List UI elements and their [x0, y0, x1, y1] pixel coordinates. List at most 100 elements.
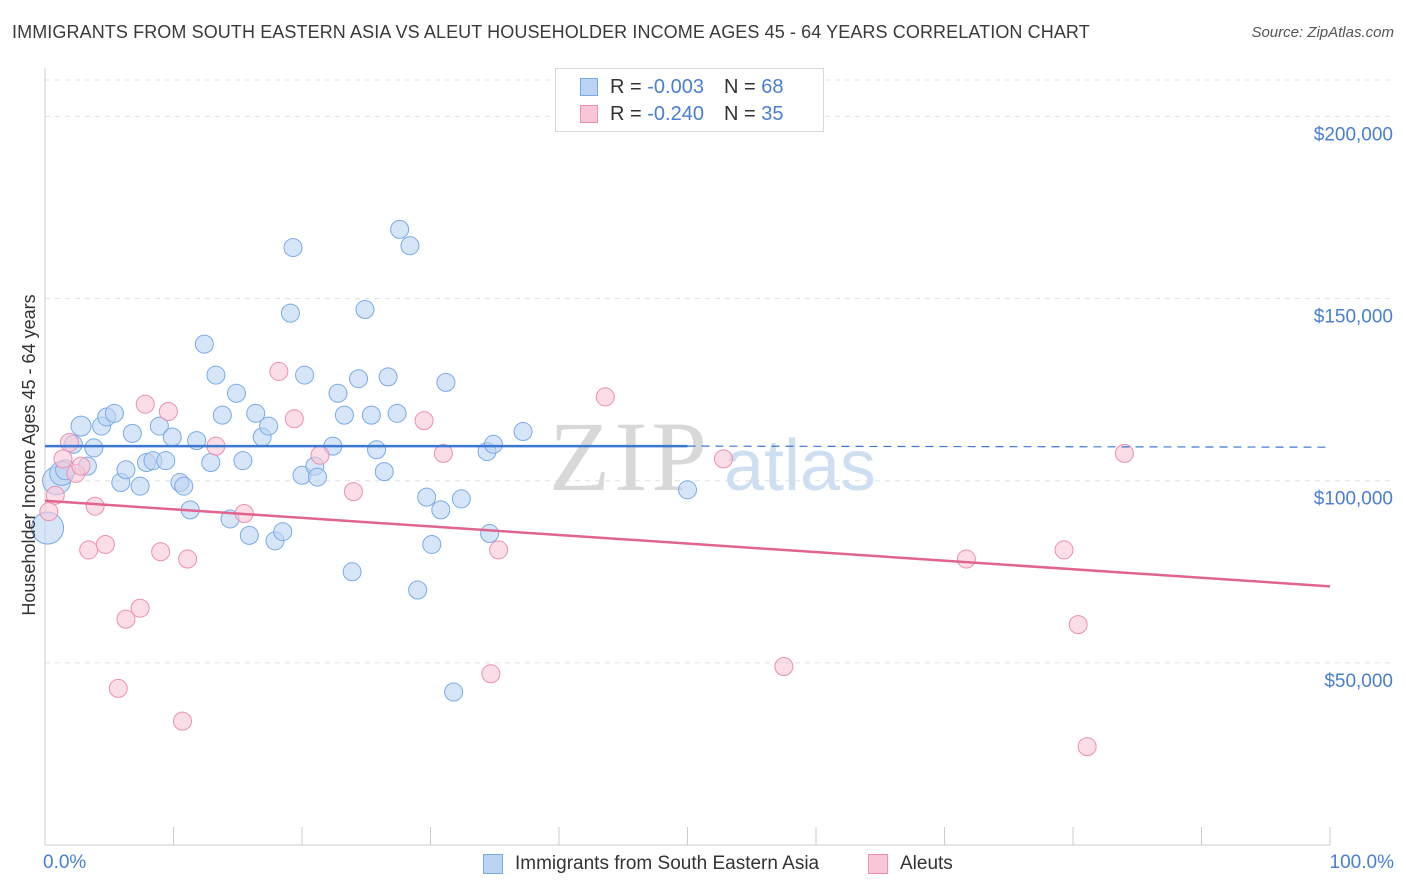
point-immigrants — [444, 682, 464, 702]
watermark-atlas: atlas — [724, 426, 876, 506]
legend-r-label: R = — [610, 75, 648, 98]
point-aleuts — [481, 664, 501, 684]
point-aleuts — [85, 496, 105, 516]
point-aleuts — [135, 394, 155, 414]
point-immigrants — [374, 462, 394, 482]
point-immigrants — [436, 372, 456, 392]
y-axis-label: Householder Income Ages 45 - 64 years — [19, 294, 39, 615]
bottom-legend-swatch-blue — [483, 854, 503, 874]
point-aleuts — [343, 482, 363, 502]
point-aleuts — [95, 534, 115, 554]
point-immigrants — [226, 383, 246, 403]
axes: $50,000 $100,000 $150,000 $200,000 — [44, 68, 1393, 846]
point-immigrants — [194, 334, 214, 354]
y-tick-label: $200,000 — [1314, 124, 1393, 145]
point-aleuts — [59, 432, 79, 452]
point-immigrants — [307, 467, 327, 487]
point-immigrants — [156, 451, 176, 471]
point-immigrants — [349, 369, 369, 389]
point-immigrants — [408, 580, 428, 600]
point-aleuts — [433, 443, 453, 463]
point-immigrants — [162, 427, 182, 447]
point-aleuts — [269, 361, 289, 381]
point-immigrants — [295, 365, 315, 385]
gridlines — [45, 79, 1395, 664]
legend: R = -0.003 N = 68 R = -0.240 N = 35 — [555, 68, 824, 132]
point-aleuts — [1054, 540, 1074, 560]
legend-r-value: -0.240 — [647, 102, 704, 125]
point-immigrants — [355, 300, 375, 319]
point-immigrants — [431, 500, 451, 520]
point-immigrants — [273, 522, 293, 542]
point-immigrants — [70, 415, 92, 437]
bottom-legend-swatch-pink — [868, 854, 888, 874]
x-axis-min-label: 0.0% — [43, 852, 87, 873]
point-aleuts — [414, 411, 434, 431]
bottom-legend-aleuts: Aleuts — [868, 852, 953, 876]
point-immigrants — [361, 405, 381, 425]
point-immigrants — [84, 438, 104, 458]
point-aleuts — [45, 485, 65, 505]
legend-n-value: 35 — [761, 102, 784, 125]
point-aleuts — [151, 542, 171, 562]
point-immigrants — [334, 405, 354, 425]
point-immigrants — [122, 423, 142, 443]
point-aleuts — [172, 711, 192, 731]
point-immigrants — [280, 303, 300, 323]
point-aleuts — [130, 598, 150, 618]
point-immigrants — [328, 383, 348, 403]
point-immigrants — [206, 365, 226, 385]
point-aleuts — [284, 409, 304, 429]
legend-swatch-pink — [580, 105, 598, 123]
x-axis-max-label: 100.0% — [1329, 852, 1394, 873]
point-immigrants — [400, 236, 420, 256]
point-aleuts — [595, 387, 615, 407]
point-immigrants — [201, 453, 221, 472]
point-immigrants — [246, 403, 266, 423]
watermark: ZIP atlas — [549, 401, 876, 512]
source-label: Source: ZipAtlas.com — [1251, 24, 1394, 41]
point-immigrants — [116, 460, 136, 480]
point-immigrants — [387, 403, 407, 423]
point-immigrants — [283, 238, 303, 258]
point-aleuts — [1068, 615, 1088, 635]
point-aleuts — [1114, 443, 1134, 463]
point-immigrants — [417, 487, 437, 507]
point-aleuts — [108, 678, 128, 698]
legend-n-label: N = — [723, 75, 762, 98]
point-immigrants — [367, 440, 387, 460]
point-immigrants — [174, 476, 194, 496]
bottom-legend-label: Immigrants from South Eastern Asia — [515, 853, 820, 874]
bottom-legend-label: Aleuts — [900, 853, 953, 874]
point-immigrants — [233, 451, 253, 471]
point-immigrants — [390, 219, 410, 239]
point-aleuts — [310, 445, 330, 465]
bottom-legend-immigrants: Immigrants from South Eastern Asia — [483, 852, 819, 876]
legend-r-label: R = — [610, 102, 648, 125]
point-immigrants — [212, 405, 232, 425]
point-immigrants — [149, 416, 169, 436]
legend-swatch-blue — [580, 78, 598, 96]
point-aleuts — [158, 402, 178, 421]
point-aleuts — [178, 549, 198, 569]
point-immigrants — [513, 422, 533, 442]
point-immigrants — [130, 476, 150, 496]
point-immigrants — [378, 367, 398, 387]
point-aleuts — [79, 540, 99, 560]
point-aleuts — [1077, 737, 1097, 757]
point-aleuts — [39, 502, 59, 522]
trend-lines — [44, 444, 1331, 588]
y-tick-label: $50,000 — [1324, 671, 1393, 692]
point-immigrants — [483, 434, 503, 454]
point-immigrants — [239, 525, 259, 545]
trend-line-immigrants-extension — [687, 445, 1331, 448]
y-tick-label: $150,000 — [1314, 307, 1393, 328]
point-aleuts — [71, 456, 91, 476]
legend-r-value: -0.003 — [647, 75, 704, 98]
legend-n-value: 68 — [761, 75, 784, 98]
legend-row-aleuts: R = -0.240 N = 35 — [580, 102, 783, 126]
point-immigrants — [422, 534, 442, 554]
point-aleuts — [116, 609, 136, 629]
legend-row-immigrants: R = -0.003 N = 68 — [580, 75, 783, 99]
point-immigrants — [678, 480, 697, 500]
